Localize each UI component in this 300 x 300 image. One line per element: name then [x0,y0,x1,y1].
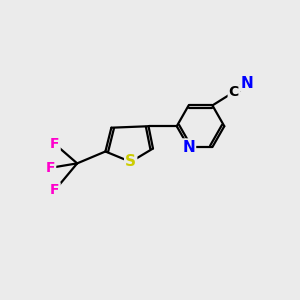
Text: C: C [229,85,239,99]
Text: S: S [125,154,136,169]
Text: F: F [50,137,60,151]
Text: N: N [182,140,195,154]
Text: F: F [46,161,55,175]
Text: N: N [241,76,254,91]
Text: F: F [50,183,60,197]
